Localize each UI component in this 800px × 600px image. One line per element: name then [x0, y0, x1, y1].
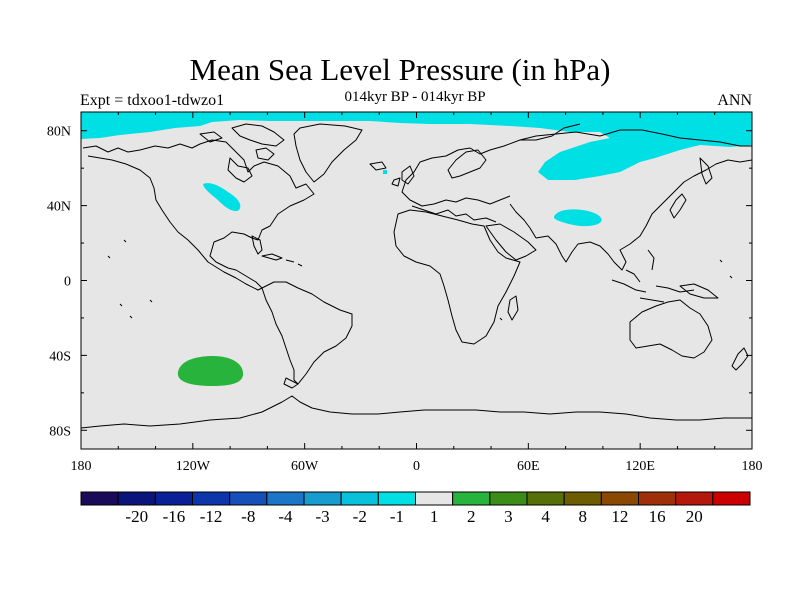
mediterranean-coast — [411, 205, 497, 223]
colorbar — [80, 491, 751, 506]
negative-anomaly-regions — [81, 112, 752, 227]
axis-ticks — [80, 112, 753, 449]
colorbar-label: 2 — [467, 507, 476, 526]
colorbar-label: 3 — [504, 507, 513, 526]
colorbar-label: -8 — [241, 507, 255, 526]
x-tick-label: 180 — [742, 459, 763, 474]
y-tick-label: 40N — [47, 200, 71, 215]
africa-coast — [393, 209, 521, 345]
colorbar-swatch — [192, 491, 231, 506]
x-tick-labels: 180 120W 60W 0 60E 120E 180 — [71, 459, 763, 474]
colorbar-label: 16 — [649, 507, 666, 526]
australia-coast — [629, 299, 713, 359]
colorbar-swatch — [600, 491, 639, 506]
north-america-low-region — [203, 183, 241, 212]
x-tick-label: 120E — [625, 459, 655, 474]
map-background — [81, 112, 752, 449]
map-title: Mean Sea Level Pressure (in hPa) — [189, 52, 611, 87]
season-label: ANN — [717, 92, 752, 109]
colorbar-label: -1 — [390, 507, 404, 526]
colorbar-swatch — [563, 491, 602, 506]
canadian-archipelago — [199, 123, 285, 161]
pacific-cyan-dot — [383, 170, 387, 174]
colorbar-swatch — [340, 491, 379, 506]
colorbar-label: -12 — [200, 507, 223, 526]
scandinavia-coast — [447, 149, 487, 179]
y-tick-label: 80N — [47, 125, 71, 140]
hudson-bay-coast — [227, 157, 253, 183]
colorbar-swatch — [266, 491, 305, 506]
y-tick-label: 80S — [49, 424, 71, 439]
antarctica-coast — [81, 395, 752, 429]
new-guinea — [679, 283, 719, 299]
x-tick-label: 60W — [291, 459, 319, 474]
colorbar-swatch — [377, 491, 417, 506]
colorbar-swatch — [526, 491, 565, 506]
colorbar-labels: -20 -16 -12 -8 -4 -3 -2 -1 1 2 3 4 8 12 16 20 — [125, 507, 702, 526]
florida-coast — [251, 235, 263, 255]
colorbar-label: -16 — [163, 507, 186, 526]
kamchatka-coast — [699, 157, 713, 185]
colorbar-swatch — [712, 491, 751, 506]
x-tick-label: 0 — [413, 459, 420, 474]
colorbar-label: -3 — [315, 507, 329, 526]
colorbar-swatch — [229, 491, 268, 506]
colorbar-swatch — [415, 491, 454, 506]
new-zealand — [731, 347, 749, 371]
colorbar-label: 1 — [430, 507, 439, 526]
arctic-low-region — [81, 112, 752, 180]
colorbar-swatch — [117, 491, 156, 506]
tierra-del-fuego — [283, 377, 299, 389]
x-tick-label: 180 — [71, 459, 92, 474]
japan-coast — [669, 193, 687, 219]
asia-coast — [509, 159, 752, 271]
coastlines — [81, 123, 752, 429]
greenland-coast — [293, 123, 363, 183]
colorbar-label: -4 — [278, 507, 293, 526]
colorbar-swatch — [154, 491, 193, 506]
colorbar-swatch — [489, 491, 528, 506]
x-tick-label: 60E — [517, 459, 540, 474]
central-asia-low-region — [553, 209, 602, 227]
arctic-low-east-region — [685, 112, 752, 143]
x-tick-label: 120W — [176, 459, 211, 474]
colorbar-label: -2 — [353, 507, 367, 526]
colorbar-label: 4 — [541, 507, 550, 526]
colorbar-swatch — [303, 491, 342, 506]
british-isles — [391, 165, 415, 187]
colorbar-label: -20 — [125, 507, 148, 526]
experiment-label: Expt = tdxoo1-tdwzo1 — [80, 92, 225, 109]
iceland — [369, 161, 387, 171]
colorbar-label: 8 — [579, 507, 588, 526]
colorbar-swatch — [675, 491, 714, 506]
south-america-coast — [261, 281, 353, 385]
arabia-coast — [485, 223, 537, 261]
colorbar-swatch — [638, 491, 677, 506]
siberia-coast — [519, 129, 752, 147]
colorbar-swatch — [80, 491, 119, 506]
y-tick-labels: 80N 40N 0 40S 80S — [47, 125, 71, 440]
south-pacific-high-region — [177, 356, 244, 386]
colorbar-swatch — [452, 491, 491, 506]
caribbean-islands — [261, 253, 303, 267]
madagascar — [507, 295, 519, 321]
period-label: 014kyr BP - 014kyr BP — [344, 89, 486, 105]
pacific-islands — [107, 239, 733, 321]
colorbar-label: 12 — [611, 507, 628, 526]
y-tick-label: 40S — [49, 349, 71, 364]
y-tick-label: 0 — [64, 275, 71, 290]
colorbar-label: 20 — [686, 507, 703, 526]
southeast-asia-islands — [611, 249, 695, 303]
